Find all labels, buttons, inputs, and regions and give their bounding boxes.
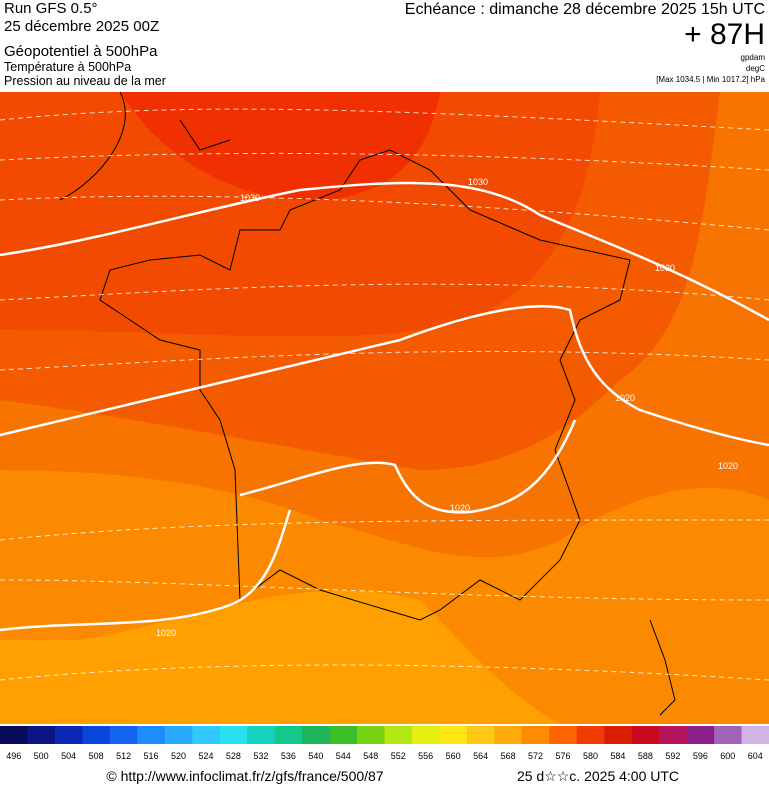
colorbar-label: 516 <box>144 751 159 761</box>
colorbar-swatch <box>604 726 633 744</box>
source-url: © http://www.infoclimat.fr/z/gfs/france/… <box>106 768 383 784</box>
colorbar-label: 500 <box>34 751 49 761</box>
colorbar-label: 580 <box>583 751 598 761</box>
colorbar-label: 568 <box>501 751 516 761</box>
colorbar-label: 600 <box>720 751 735 761</box>
colorbar-swatch <box>247 726 276 744</box>
run-date: 25 décembre 2025 00Z <box>4 18 159 35</box>
run: Run GFS 0.5° <box>4 0 98 17</box>
field: Température à 500hPa <box>4 60 131 74</box>
colorbar-swatch <box>164 726 193 744</box>
colorbar-label: 496 <box>6 751 21 761</box>
isobar-label: 1020 <box>718 461 738 471</box>
colorbar-label: 540 <box>308 751 323 761</box>
range: [Max 1034.5 | Min 1017.2] hPa <box>656 75 765 84</box>
colorbar-swatch <box>521 726 550 744</box>
lead-time: + 87H <box>684 18 765 51</box>
colorbar-swatch <box>109 726 138 744</box>
colorbar-label: 596 <box>693 751 708 761</box>
isobar-label: 1030 <box>655 263 675 273</box>
isobar-label: 1030 <box>468 177 488 187</box>
colorbar-label: 604 <box>748 751 763 761</box>
colorbar-label: 504 <box>61 751 76 761</box>
colorbar-swatch <box>494 726 523 744</box>
colorbar-swatch <box>549 726 578 744</box>
colorbar-label: 556 <box>418 751 433 761</box>
colorbar-label: 508 <box>89 751 104 761</box>
colorbar-label: 576 <box>556 751 571 761</box>
colorbar-swatch <box>329 726 358 744</box>
colorbar-label: 536 <box>281 751 296 761</box>
colorbar-label: 592 <box>665 751 680 761</box>
colorbar-swatch <box>411 726 440 744</box>
colorbar-swatch <box>82 726 111 744</box>
colorbar-label: 572 <box>528 751 543 761</box>
colorbar-label: 548 <box>363 751 378 761</box>
colorbar-label: 528 <box>226 751 241 761</box>
colorbar-swatch <box>27 726 56 744</box>
colorbar-swatch <box>137 726 166 744</box>
colorbar-swatch <box>714 726 743 744</box>
colorbar-label: 520 <box>171 751 186 761</box>
colorbar-swatch <box>741 726 769 744</box>
colorbar-swatch <box>357 726 385 744</box>
isobar-label: 1030 <box>240 193 260 203</box>
map: 1030 1030 1030 1020 1020 1020 1020 <box>0 92 769 724</box>
colorbar-swatch <box>219 726 248 744</box>
field: Géopotentiel à 500hPa <box>4 43 158 60</box>
field: Pression au niveau de la mer <box>4 74 166 88</box>
footer-date: 25 d☆☆c. 2025 4:00 UTC <box>517 768 679 784</box>
colorbar-swatch <box>439 726 468 744</box>
colorbar-swatch <box>302 726 331 744</box>
colorbar-swatch <box>576 726 605 744</box>
colorbar-label: 552 <box>391 751 406 761</box>
isobar-label: 1020 <box>615 393 635 403</box>
colorbar-swatch <box>192 726 221 744</box>
colorbar-label: 532 <box>253 751 268 761</box>
colorbar-label: 584 <box>610 751 625 761</box>
colorbar-swatch <box>686 726 715 744</box>
colorbar-swatch <box>466 726 495 744</box>
colorbar-label: 560 <box>446 751 461 761</box>
colorbar-swatch <box>631 726 660 744</box>
colorbar-swatch <box>384 726 413 744</box>
colorbar-label: 512 <box>116 751 131 761</box>
colorbar-swatch <box>274 726 303 744</box>
colorbar-swatch <box>54 726 83 744</box>
colorbar-label: 588 <box>638 751 653 761</box>
colorbar-swatch <box>0 726 28 744</box>
colorbar-label: 544 <box>336 751 351 761</box>
colorbar-label: 564 <box>473 751 488 761</box>
unit: gpdam <box>741 53 766 62</box>
forecast: Echéance : dimanche 28 décembre 2025 15h… <box>405 1 765 18</box>
colorbar-swatch <box>659 726 688 744</box>
isobar-label: 1020 <box>156 628 176 638</box>
isobar-label: 1020 <box>450 503 470 513</box>
unit: degC <box>746 64 765 73</box>
colorbar-label: 524 <box>198 751 213 761</box>
